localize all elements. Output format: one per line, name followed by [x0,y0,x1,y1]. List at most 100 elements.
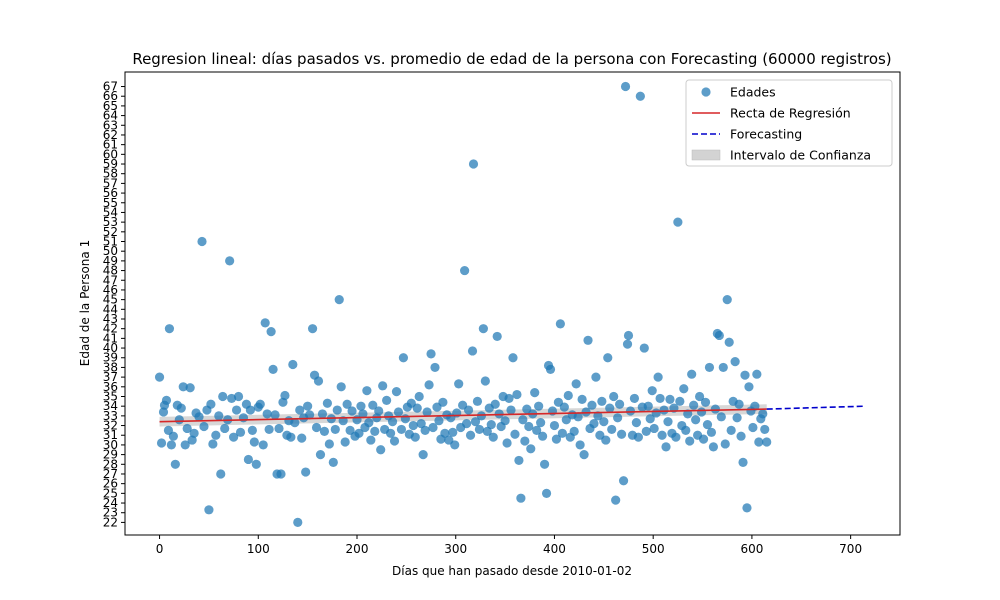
scatter-point [178,382,188,392]
scatter-point [738,457,748,467]
scatter-point [520,436,530,446]
scatter-point [512,389,522,400]
scatter-point [460,265,470,276]
legend: Edades Recta de Regresión Forecasting Inter… [685,79,893,167]
scatter-point [270,410,280,420]
scatter-point [639,343,649,353]
scatter-point [233,391,244,402]
scatter-point [573,412,583,422]
scatter-point [593,411,603,421]
y-tick-label: 36 [103,380,118,394]
scatter-point [238,413,249,423]
scatter-point [354,428,364,438]
scatter-point [508,353,518,363]
scatter-point [488,432,498,442]
scatter-point [463,405,474,415]
scatter-point [385,428,396,438]
scatter-point [597,396,607,406]
scatter-point [591,372,601,382]
scatter-point [297,433,307,443]
scatter-point [671,432,681,442]
legend-label: Intervalo de Confianza [730,148,871,163]
scatter-point [618,476,629,486]
scatter-point [243,454,254,465]
scatter-point [416,419,426,429]
scatter-point [609,391,619,402]
scatter-point [276,469,286,479]
scatter-point [571,379,581,389]
scatter-point [376,445,386,455]
scatter-point [366,435,376,445]
y-tick-label: 38 [103,360,118,374]
scatter-point [647,386,657,396]
y-tick-label: 40 [103,341,118,355]
scatter-point [732,413,742,423]
y-tick-label: 48 [103,264,118,278]
scatter-point [486,419,496,430]
y-tick-label: 22 [103,515,118,529]
scatter-point [655,393,665,404]
scatter-point [295,405,305,415]
scatter-point [700,397,711,407]
y-tick-label: 61 [103,138,118,152]
scatter-point [685,436,695,446]
scatter-point [532,425,542,435]
scatter-point [534,401,544,411]
legend-label: Forecasting [730,127,802,142]
scatter-point [615,399,625,409]
scatter-point [251,459,261,469]
x-tick-label: 700 [839,542,862,556]
scatter-point [726,425,736,435]
y-tick-label: 24 [103,496,118,510]
scatter-point [518,415,528,425]
y-tick-label: 34 [103,399,118,413]
scatter-point [154,372,165,382]
scatter-point [607,424,617,435]
scatter-point [356,401,366,411]
x-tick-label: 600 [740,542,763,556]
legend-box [685,79,893,167]
scatter-point [514,455,524,466]
scatter-point [754,437,764,447]
scatter-point [286,432,296,442]
scatter-point [260,318,270,328]
y-tick-label: 27 [103,467,118,481]
scatter-point [538,431,548,441]
scatter-point [262,409,272,419]
scatter-point [199,421,209,432]
scatter-point [555,319,565,329]
scatter-point [170,459,180,469]
plot-frame [124,71,901,536]
scatter-point [581,407,591,417]
scatter-point [264,424,274,435]
scatter-point [742,503,752,513]
x-tick-label: 200 [346,542,369,556]
y-axis-label: Edad de la Persona 1 [78,240,92,366]
scatter-point [166,440,176,450]
scatter-point [408,420,418,431]
scatter-point [370,426,380,436]
scatter-point [577,394,587,404]
scatter-point [362,386,372,396]
y-tick-label: 39 [103,351,118,365]
scatter-point [189,428,199,438]
scatter-point [681,425,691,435]
y-tick-label: 57 [103,176,118,190]
plot-area [154,81,866,528]
scatter-point [374,406,384,416]
scatter-point [249,437,259,447]
scatter-point [675,396,685,406]
scatter-point [328,457,338,467]
scatter-point [559,402,569,412]
x-tick-label: 0 [156,542,164,556]
scatter-point [502,438,512,448]
scatter-point [465,430,476,440]
x-tick-label: 300 [444,542,467,556]
scatter-point [414,391,424,402]
scatter-point [168,431,178,441]
scatter-point [579,450,589,460]
scatter-point [706,427,717,437]
scatter-point [472,396,483,406]
scatter-point [303,401,313,411]
scatter-point [410,432,420,442]
